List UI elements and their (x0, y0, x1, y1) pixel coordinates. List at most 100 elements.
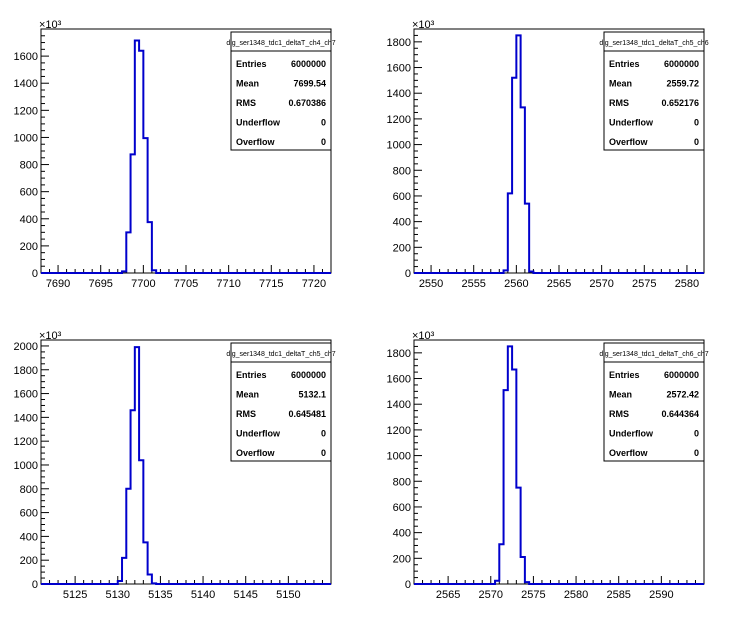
x-tick-label: 7700 (131, 278, 155, 290)
stats-label-underflow: Underflow (609, 118, 654, 128)
x-tick-label: 2560 (504, 278, 528, 290)
stats-label-mean: Mean (609, 390, 632, 400)
y-tick-label: 200 (20, 555, 38, 567)
histogram-pad-4: 2565 2570 2575 2580 2585 2590 0 200 400 600 800 100… (387, 330, 709, 601)
y-tick-label: 400 (393, 528, 411, 540)
stats-value-overflow: 0 (321, 137, 326, 147)
x-tick-label: 7715 (259, 278, 283, 290)
y-tick-label: 1000 (14, 460, 38, 472)
stats-box: dig_ser1348_tdc1_deltaT_ch4_ch7 Entries 60… (226, 31, 336, 151)
stats-value-mean: 2559.72 (666, 79, 699, 89)
stats-title: dig_ser1348_tdc1_deltaT_ch4_ch7 (226, 40, 335, 47)
y-tick-label: 200 (393, 242, 411, 254)
y-tick-label: 1200 (14, 436, 38, 448)
x-tick-label: 5130 (106, 589, 130, 601)
stats-label-entries: Entries (609, 370, 640, 380)
stats-value-rms: 0.644364 (661, 409, 699, 419)
y-axis-exponent: ×10³ (412, 19, 435, 31)
stats-value-underflow: 0 (694, 118, 699, 128)
y-tick-label: 0 (405, 579, 411, 591)
x-tick-label: 2575 (521, 589, 545, 601)
y-tick-label: 1600 (387, 374, 411, 386)
y-tick-label: 1400 (14, 78, 38, 90)
y-tick-label: 1400 (387, 399, 411, 411)
y-tick-label: 600 (20, 187, 38, 199)
x-tick-label: 7705 (174, 278, 198, 290)
y-tick-label: 800 (20, 160, 38, 172)
y-tick-label: 1000 (14, 132, 38, 144)
y-tick-label: 1400 (387, 88, 411, 100)
stats-value-mean: 2572.42 (666, 390, 699, 400)
stats-label-overflow: Overflow (609, 448, 649, 458)
y-tick-label: 600 (393, 502, 411, 514)
stats-box-frame (603, 31, 705, 151)
stats-box: dig_ser1348_tdc1_deltaT_ch5_ch7 Entries 60… (226, 342, 336, 462)
y-tick-label: 200 (20, 241, 38, 253)
y-tick-label: 1600 (14, 389, 38, 401)
stats-box: dig_ser1348_tdc1_deltaT_ch5_ch6 Entries 60… (599, 31, 709, 151)
histogram-outline (41, 346, 331, 585)
stats-label-underflow: Underflow (236, 429, 281, 439)
y-tick-label: 1600 (387, 63, 411, 75)
stats-label-entries: Entries (236, 370, 267, 380)
stats-label-overflow: Overflow (609, 137, 649, 147)
x-tick-label: 2570 (589, 278, 613, 290)
stats-box: dig_ser1348_tdc1_deltaT_ch6_ch7 Entries 60… (599, 342, 709, 462)
stats-value-mean: 7699.54 (293, 79, 326, 89)
x-tick-label: 5145 (233, 589, 257, 601)
x-tick-label: 5140 (191, 589, 215, 601)
y-tick-label: 2000 (14, 341, 38, 353)
stats-label-entries: Entries (236, 59, 267, 69)
y-tick-label: 1000 (387, 451, 411, 463)
x-tick-label: 2555 (461, 278, 485, 290)
x-tick-label: 2550 (419, 278, 443, 290)
stats-value-entries: 6000000 (291, 370, 326, 380)
y-tick-label: 600 (393, 191, 411, 203)
y-tick-label: 400 (393, 217, 411, 229)
x-tick-label: 2580 (564, 589, 588, 601)
stats-value-entries: 6000000 (291, 59, 326, 69)
stats-value-entries: 6000000 (664, 370, 699, 380)
stats-label-underflow: Underflow (236, 118, 281, 128)
stats-value-overflow: 0 (694, 448, 699, 458)
stats-value-underflow: 0 (321, 429, 326, 439)
histogram-outline (414, 34, 704, 274)
stats-label-mean: Mean (609, 79, 632, 89)
y-axis-exponent: ×10³ (39, 19, 62, 31)
y-tick-label: 1800 (14, 365, 38, 377)
x-tick-label: 5150 (276, 589, 300, 601)
stats-box-frame (603, 342, 705, 462)
stats-label-entries: Entries (609, 59, 640, 69)
y-tick-label: 0 (405, 268, 411, 280)
x-tick-label: 2570 (479, 589, 503, 601)
y-tick-label: 1200 (387, 114, 411, 126)
stats-box-frame (230, 342, 332, 462)
stats-box-frame (230, 31, 332, 151)
x-tick-label: 2565 (547, 278, 571, 290)
y-tick-label: 800 (393, 165, 411, 177)
y-tick-label: 1200 (14, 105, 38, 117)
y-tick-label: 1200 (387, 425, 411, 437)
y-tick-label: 1800 (387, 348, 411, 360)
stats-label-rms: RMS (236, 409, 256, 419)
stats-label-overflow: Overflow (236, 448, 276, 458)
x-tick-label: 2590 (649, 589, 673, 601)
y-tick-label: 800 (393, 476, 411, 488)
y-tick-label: 600 (20, 508, 38, 520)
y-tick-label: 1600 (14, 51, 38, 63)
stats-label-rms: RMS (236, 98, 256, 108)
stats-value-rms: 0.645481 (288, 409, 326, 419)
x-tick-label: 2575 (632, 278, 656, 290)
histogram-pad-3: 5125 5130 5135 5140 5145 5150 0 200 400 600 800 100… (14, 330, 336, 601)
x-tick-label: 7720 (302, 278, 326, 290)
histogram-pad-2: 2550 2555 2560 2565 2570 2575 2580 0 200 400 600 80… (387, 19, 709, 290)
y-axis-exponent: ×10³ (39, 330, 62, 342)
x-tick-label: 7695 (88, 278, 112, 290)
stats-value-mean: 5132.1 (298, 390, 326, 400)
stats-label-mean: Mean (236, 79, 259, 89)
stats-label-overflow: Overflow (236, 137, 276, 147)
stats-label-mean: Mean (236, 390, 259, 400)
stats-value-overflow: 0 (694, 137, 699, 147)
y-axis-exponent: ×10³ (412, 330, 435, 342)
